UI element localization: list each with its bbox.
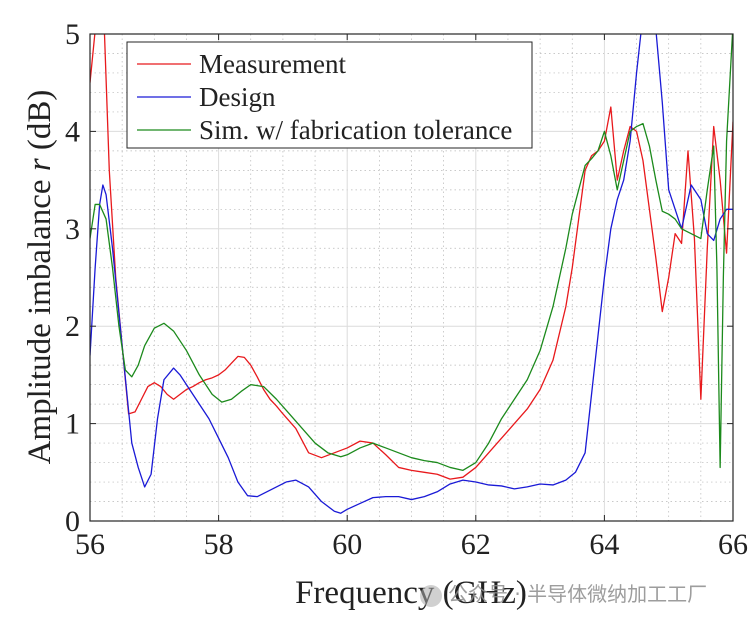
legend-box	[126, 41, 533, 149]
legend-label-1: Design	[199, 82, 276, 112]
y-tick-label: 5	[65, 18, 80, 51]
y-axis-label-unit: (dB)	[22, 90, 58, 159]
axis-ticks	[89, 33, 734, 522]
y-axis-label-variable: r	[22, 158, 58, 171]
y-tick-label: 2	[65, 310, 80, 343]
y-tick-label: 4	[65, 115, 80, 148]
x-tick-label: 58	[204, 528, 234, 561]
x-tick-label: 66	[718, 528, 748, 561]
y-axis-label: Amplitude imbalance r (dB)	[22, 90, 58, 465]
x-axis-label: Frequency (GHz)	[295, 575, 527, 611]
x-tick-labels: 56 58 60 62 64 66	[75, 528, 748, 561]
x-tick-label: 56	[75, 528, 105, 561]
series-layer	[90, 34, 733, 514]
y-tick-labels: 0 1 2 3 4 5	[65, 18, 80, 538]
y-tick-label: 1	[65, 408, 80, 441]
x-tick-label: 60	[332, 528, 362, 561]
y-axis-label-main: Amplitude imbalance	[22, 171, 58, 464]
y-tick-label: 3	[65, 213, 80, 246]
y-tick-label: 0	[65, 505, 80, 538]
legend-label-0: Measurement	[199, 49, 346, 79]
series-line-1	[90, 34, 733, 514]
series-line-2	[90, 34, 733, 471]
x-tick-label: 62	[461, 528, 491, 561]
wechat-icon	[420, 584, 442, 607]
watermark-text: 公众号 · 半导体微纳加工工厂	[448, 582, 708, 606]
plot-frame	[89, 33, 734, 522]
legend-label-2: Sim. w/ fabrication tolerance	[199, 115, 512, 145]
x-tick-label: 64	[589, 528, 619, 561]
series-line-0	[90, 34, 733, 480]
watermark: 公众号 · 半导体微纳加工工厂	[420, 578, 707, 607]
